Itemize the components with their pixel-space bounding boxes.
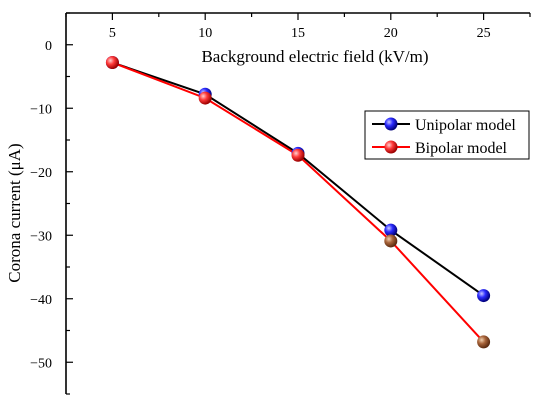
point-unipolar	[477, 289, 491, 303]
point-bipolar	[384, 234, 398, 248]
y-axis-title: Corona current (μA)	[5, 143, 24, 282]
legend-label-unipolar: Unipolar model	[415, 117, 516, 134]
legend-label-bipolar: Bipolar model	[415, 140, 508, 157]
y-tick-label: −20	[30, 166, 52, 181]
y-tick-label: 0	[45, 39, 52, 54]
x-tick-label: 5	[109, 26, 116, 41]
point-bipolar	[105, 56, 119, 70]
x-tick-label: 25	[477, 26, 491, 41]
point-bipolar	[477, 335, 491, 349]
series-line-bipolar	[112, 61, 485, 343]
point-unipolar	[384, 223, 398, 237]
y-tick-label: −40	[30, 293, 52, 308]
plot-area	[105, 56, 491, 349]
x-axis-title: Background electric field (kV/m)	[201, 47, 428, 66]
legend-marker-unipolar	[384, 117, 398, 131]
legend-marker-bipolar	[384, 140, 398, 154]
point-bipolar	[291, 148, 305, 162]
y-tick-label: −50	[30, 356, 52, 371]
axes: 5 10 15 20 25 0 −10 −20 −30 −40 −50	[30, 12, 531, 395]
x-tick-label: 20	[384, 26, 398, 41]
y-tick-label: −10	[30, 102, 52, 117]
x-tick-label: 15	[291, 26, 305, 41]
legend: Unipolar model Bipolar model	[364, 110, 530, 160]
y-tick-label: −30	[30, 229, 52, 244]
series-line-unipolar	[112, 61, 485, 297]
point-bipolar	[198, 91, 212, 105]
x-tick-label: 10	[198, 26, 212, 41]
